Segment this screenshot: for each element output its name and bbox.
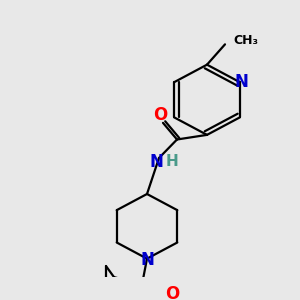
Text: H: H bbox=[166, 154, 178, 169]
Text: O: O bbox=[165, 285, 179, 300]
Text: N: N bbox=[140, 250, 154, 268]
Text: N: N bbox=[235, 73, 249, 91]
Text: N: N bbox=[149, 153, 163, 171]
Text: CH₃: CH₃ bbox=[233, 34, 258, 47]
Text: O: O bbox=[153, 106, 167, 124]
